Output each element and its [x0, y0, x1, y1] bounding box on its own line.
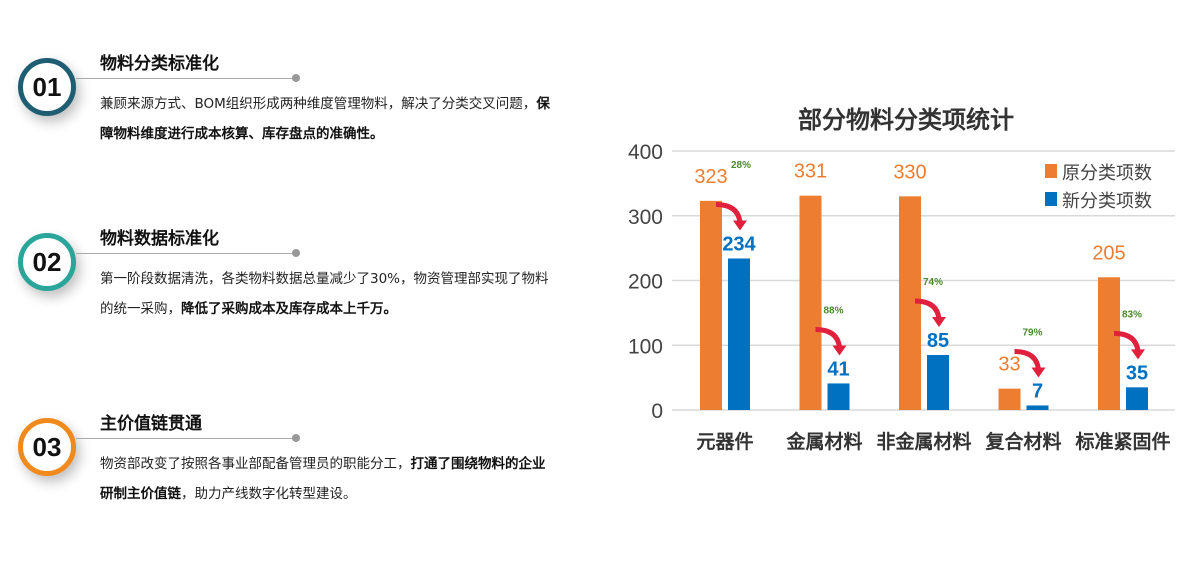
divider-dot: [292, 434, 300, 442]
x-tick-label: 元器件: [696, 430, 753, 453]
arrow-head: [932, 316, 946, 327]
bar-original: [700, 200, 722, 410]
divider: [76, 253, 296, 254]
divider-dot: [292, 74, 300, 82]
section-text: 第一阶段数据清洗，各类物料数据总量减少了30%，物资管理部实现了物料的统一采购，…: [100, 271, 549, 317]
divider-dot: [292, 249, 300, 257]
legend-label: 原分类项数: [1062, 163, 1152, 183]
bar-new: [827, 383, 850, 410]
section-title: 主价值链贯通: [100, 414, 202, 434]
data-label-original: 331: [794, 161, 827, 183]
reduction-label: 74%: [923, 277, 943, 288]
bar-new: [927, 354, 949, 410]
number-badge: 02: [18, 233, 76, 291]
data-label-original: 205: [1092, 242, 1125, 264]
bar-new: [728, 258, 750, 410]
y-tick-label: 200: [628, 271, 663, 294]
data-label-original: 323: [694, 166, 727, 188]
y-tick-label: 300: [628, 206, 663, 229]
reduction-arrow: [1014, 348, 1041, 370]
x-tick-label: 标准紧固件: [1075, 430, 1170, 453]
bar-original: [998, 388, 1021, 410]
data-label-new: 234: [722, 233, 756, 255]
section-title: 物料分类标准化: [100, 54, 219, 74]
legend-swatch: [1045, 192, 1057, 206]
divider: [76, 78, 296, 79]
data-label-original: 33: [998, 354, 1020, 376]
number-badge: 03: [18, 418, 76, 476]
reduction-arrow: [815, 326, 842, 348]
legend-swatch: [1045, 164, 1057, 178]
arrow-head: [1031, 367, 1046, 378]
x-tick-label: 非金属材料: [876, 430, 971, 453]
bar-new: [1026, 405, 1049, 410]
data-label-new: 85: [927, 330, 949, 352]
reduction-label: 28%: [731, 160, 751, 171]
reduction-label: 83%: [1122, 309, 1142, 320]
bar-new: [1126, 387, 1148, 410]
data-label-new: 41: [827, 358, 849, 380]
data-label-new: 35: [1126, 362, 1148, 384]
section-text: 兼顾来源方式、BOM组织形成两种维度管理物料，解决了分类交叉问题，保障物料维度进…: [100, 96, 550, 142]
arrow-head: [832, 345, 847, 356]
arrow-head: [733, 220, 747, 231]
number-badge: 01: [18, 58, 76, 116]
y-tick-label: 100: [628, 335, 663, 358]
data-label-new: 7: [1032, 380, 1043, 402]
divider: [76, 438, 296, 439]
bar-original: [899, 196, 921, 410]
data-label-original: 330: [893, 161, 926, 183]
bar-original: [799, 195, 822, 410]
y-tick-label: 400: [628, 141, 663, 164]
reduction-arrow: [1113, 330, 1141, 352]
y-tick-label: 0: [651, 400, 663, 423]
reduction-label: 88%: [823, 305, 843, 316]
section-text: 物资部改变了按照各事业部配备管理员的职能分工，打通了围绕物料的企业研制主价值链，…: [100, 456, 546, 502]
reduction-label: 79%: [1022, 327, 1042, 338]
x-tick-label: 复合材料: [984, 430, 1061, 453]
arrow-head: [1131, 349, 1145, 360]
x-tick-label: 金属材料: [785, 430, 862, 453]
section-title: 物料数据标准化: [100, 229, 219, 249]
reduction-arrow: [914, 298, 942, 320]
chart-title: 部分物料分类项统计: [798, 106, 1014, 134]
legend-label: 新分类项数: [1062, 191, 1152, 211]
reduction-arrow: [715, 201, 743, 223]
bar-original: [1098, 277, 1120, 410]
